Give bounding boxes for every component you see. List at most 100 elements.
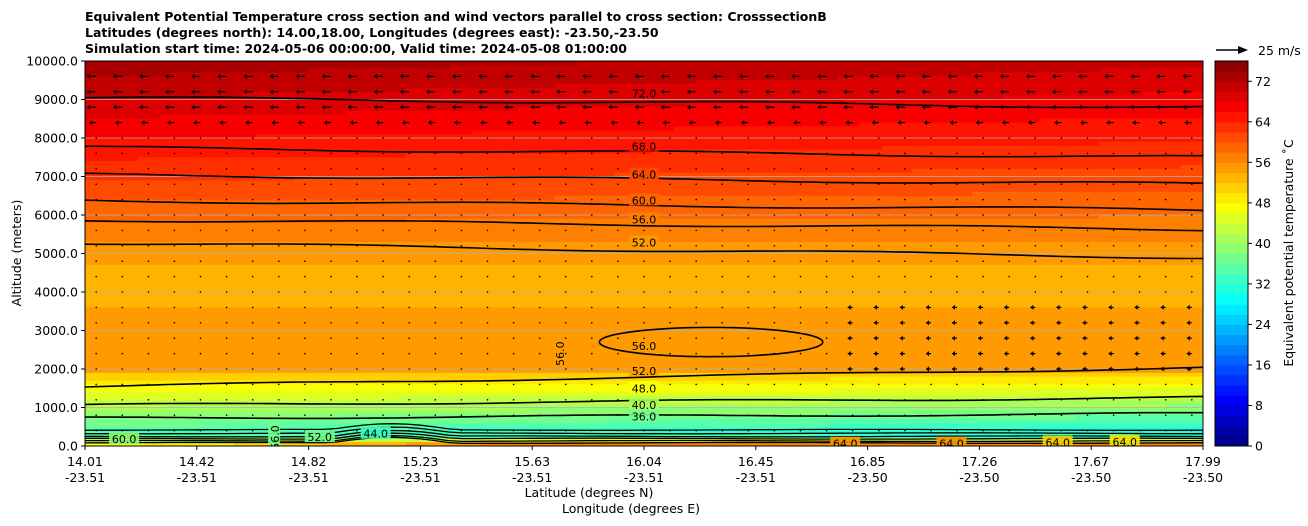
fill-cell <box>614 118 623 124</box>
fill-cell <box>85 145 94 151</box>
fill-cell <box>845 84 854 89</box>
fill-cell <box>494 138 503 143</box>
fill-cell <box>301 145 310 151</box>
fill-cell <box>85 157 94 162</box>
fill-cell <box>1165 118 1174 124</box>
fill-cell <box>942 91 951 97</box>
fill-cell <box>159 95 168 101</box>
fill-cell <box>457 61 466 66</box>
fill-cell <box>166 72 176 77</box>
fill-cell <box>457 184 466 189</box>
fill-cell <box>286 188 295 193</box>
fill-cell <box>450 134 459 139</box>
fill-cell <box>599 111 608 116</box>
fill-cell <box>248 87 258 93</box>
fill-cell <box>1039 118 1048 124</box>
fill-cell <box>793 161 802 166</box>
fill-cell <box>330 91 340 97</box>
fill-cell <box>688 145 697 151</box>
fill-cell <box>979 130 988 135</box>
fill-cell <box>673 126 682 131</box>
fill-cell <box>487 64 496 70</box>
fill-cell <box>457 64 466 70</box>
fill-cell <box>368 87 377 93</box>
fill-cell <box>964 61 973 66</box>
fill-cell <box>807 153 817 158</box>
fill-cell <box>1150 61 1159 66</box>
fill-cell <box>1053 118 1062 124</box>
fill-cell <box>1031 138 1040 143</box>
fill-cell <box>442 61 451 66</box>
fill-cell <box>278 84 287 89</box>
fill-cell <box>85 99 94 104</box>
fill-cell <box>450 107 459 112</box>
fill-cell <box>1001 103 1010 108</box>
fill-cell <box>107 145 116 151</box>
fill-cell <box>815 118 824 124</box>
fill-cell <box>1061 168 1070 174</box>
fill-cell <box>807 87 817 93</box>
fill-cell <box>420 141 429 147</box>
fill-cell <box>815 176 824 181</box>
fill-cell <box>487 68 496 74</box>
fill-cell <box>204 111 213 116</box>
fill-cell <box>986 138 995 143</box>
fill-cell <box>629 107 638 112</box>
fill-cell <box>1083 164 1092 170</box>
fill-cell <box>971 122 980 128</box>
fill-cell <box>830 91 839 97</box>
fill-cell <box>427 130 436 135</box>
fill-cell <box>286 180 295 185</box>
fill-cell <box>286 84 295 89</box>
fill-cell <box>554 68 563 74</box>
fill-cell <box>1113 122 1122 128</box>
fill-cell <box>92 164 101 170</box>
fill-cell <box>368 95 377 101</box>
fill-cell <box>1121 95 1130 101</box>
fill-cell <box>696 87 705 93</box>
fill-cell <box>957 95 966 101</box>
fill-cell <box>599 141 608 147</box>
fill-cell <box>651 61 660 66</box>
fill-cell <box>465 172 474 178</box>
fill-cell <box>688 91 697 97</box>
fill-cell <box>1188 172 1197 178</box>
fill-cell <box>860 126 869 131</box>
fill-cell <box>159 118 168 124</box>
fill-cell <box>852 87 861 93</box>
fill-cell <box>92 138 101 143</box>
fill-cell <box>144 153 153 158</box>
fill-cell <box>845 168 854 174</box>
fill-cell <box>942 184 951 189</box>
fill-cell <box>711 126 720 131</box>
fill-cell <box>390 61 399 66</box>
fill-cell <box>681 114 690 120</box>
fill-cell <box>398 161 407 166</box>
fill-cell <box>1053 68 1062 74</box>
fill-cell <box>606 164 615 170</box>
fill-cell <box>688 114 697 120</box>
fill-cell <box>733 91 742 97</box>
fill-cell <box>1046 149 1055 154</box>
fill-cell <box>1121 80 1130 85</box>
fill-cell <box>1009 114 1018 120</box>
fill-cell <box>725 76 735 81</box>
fill-cell <box>1195 68 1203 74</box>
fill-cell <box>405 172 414 178</box>
fill-cell <box>1195 157 1203 162</box>
fill-cell <box>733 84 742 89</box>
fill-cell <box>1053 130 1062 135</box>
fill-cell <box>837 95 846 101</box>
fill-cell <box>330 168 340 174</box>
fill-cell <box>338 188 347 193</box>
fill-cell <box>1143 161 1152 166</box>
fill-cell <box>166 122 176 128</box>
fill-cell <box>748 164 757 170</box>
fill-cell <box>912 91 921 97</box>
fill-cell <box>1165 145 1174 151</box>
fill-cell <box>711 61 720 66</box>
fill-cell <box>316 107 325 112</box>
fill-cell <box>606 68 615 74</box>
fill-cell <box>181 91 190 97</box>
fill-cell <box>234 153 243 158</box>
